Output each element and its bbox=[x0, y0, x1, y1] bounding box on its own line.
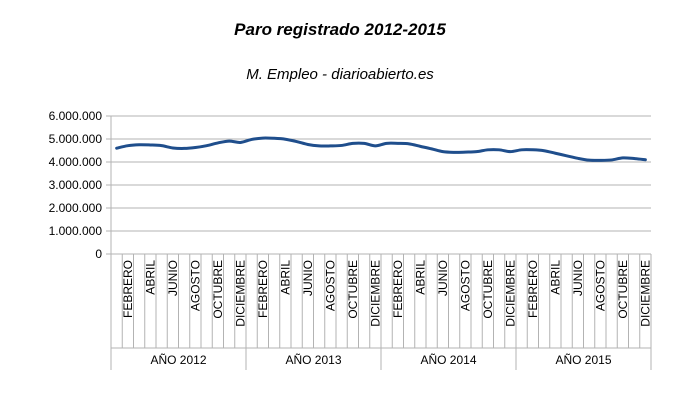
data-point bbox=[453, 151, 456, 154]
data-point bbox=[284, 138, 287, 141]
data-point bbox=[239, 141, 242, 144]
x-month-label: JUNIO bbox=[436, 260, 450, 296]
data-point bbox=[385, 142, 388, 145]
data-point bbox=[138, 143, 141, 146]
x-month-label: JUNIO bbox=[166, 260, 180, 296]
data-point bbox=[486, 148, 489, 151]
data-point bbox=[183, 147, 186, 150]
data-point bbox=[644, 158, 647, 161]
data-point bbox=[149, 144, 152, 146]
x-month-label: AGOSTO bbox=[593, 260, 607, 311]
data-point bbox=[475, 150, 478, 153]
data-point bbox=[576, 157, 579, 160]
data-point bbox=[554, 152, 557, 155]
data-point bbox=[565, 154, 568, 157]
data-point bbox=[610, 159, 613, 161]
x-month-label: DICIEMBRE bbox=[638, 260, 652, 327]
y-tick-label: 4.000.000 bbox=[49, 155, 103, 169]
gridlines bbox=[106, 115, 651, 255]
x-month-label: ABRIL bbox=[413, 260, 427, 295]
data-point bbox=[621, 156, 624, 159]
x-year-label: AÑO 2012 bbox=[150, 353, 206, 367]
x-month-label: JUNIO bbox=[301, 260, 315, 296]
x-year-label: AÑO 2013 bbox=[285, 353, 341, 367]
data-point bbox=[306, 143, 309, 146]
data-point bbox=[520, 148, 523, 151]
x-month-label: OCTUBRE bbox=[481, 260, 495, 319]
data-point bbox=[295, 140, 298, 143]
x-month-label: DICIEMBRE bbox=[233, 260, 247, 327]
x-axis-labels: FEBRERO ABRIL JUNIO AGOSTO OCTUBRE DICIEMBRE A… bbox=[121, 260, 653, 367]
chart-title: Paro registrado 2012-2015 bbox=[234, 20, 446, 39]
y-tick-label: 3.000.000 bbox=[49, 178, 103, 192]
data-point bbox=[419, 145, 422, 148]
data-point bbox=[430, 147, 433, 150]
data-point bbox=[194, 146, 197, 149]
x-month-label: FEBRERO bbox=[391, 260, 405, 318]
x-month-label: FEBRERO bbox=[121, 260, 135, 318]
data-point bbox=[633, 157, 636, 160]
x-month-label: ABRIL bbox=[278, 260, 292, 295]
axes bbox=[110, 116, 652, 370]
x-month-label: AGOSTO bbox=[188, 260, 202, 311]
chart-subtitle: M. Empleo - diarioabierto.es bbox=[246, 66, 434, 83]
y-tick-label: 6.000.000 bbox=[49, 109, 103, 123]
x-month-label: AGOSTO bbox=[323, 260, 337, 311]
data-point bbox=[261, 137, 264, 139]
data-point bbox=[408, 142, 411, 145]
x-month-label: JUNIO bbox=[571, 260, 585, 296]
x-month-label: DICIEMBRE bbox=[503, 260, 517, 327]
data-point bbox=[171, 147, 174, 149]
x-month-label: ABRIL bbox=[548, 260, 562, 295]
x-month-label: OCTUBRE bbox=[616, 260, 630, 319]
data-point bbox=[464, 151, 467, 154]
data-point bbox=[588, 159, 591, 162]
data-point bbox=[531, 148, 534, 151]
x-year-label: AÑO 2015 bbox=[555, 353, 611, 367]
data-point bbox=[250, 138, 253, 141]
data-point bbox=[228, 140, 231, 142]
x-month-label: AGOSTO bbox=[458, 260, 472, 311]
series bbox=[115, 136, 647, 162]
x-month-label: ABRIL bbox=[143, 260, 157, 295]
x-month-label: FEBRERO bbox=[526, 260, 540, 318]
data-point bbox=[115, 147, 118, 150]
y-tick-label: 2.000.000 bbox=[49, 201, 103, 215]
data-point bbox=[363, 142, 366, 145]
data-point bbox=[543, 149, 546, 152]
data-point bbox=[329, 145, 332, 147]
data-point bbox=[351, 142, 354, 145]
y-tick-label: 5.000.000 bbox=[49, 132, 103, 146]
data-point bbox=[340, 144, 343, 147]
data-point bbox=[498, 148, 501, 151]
data-point bbox=[374, 145, 377, 147]
y-axis-ticks: 6.000.000 5.000.000 4.000.000 3.000.000 2.00… bbox=[49, 109, 103, 261]
x-year-label: AÑO 2014 bbox=[420, 353, 476, 367]
data-point bbox=[126, 144, 129, 147]
x-month-label: OCTUBRE bbox=[211, 260, 225, 319]
series-line bbox=[115, 136, 647, 162]
data-point bbox=[599, 159, 602, 162]
x-month-label: OCTUBRE bbox=[346, 260, 360, 319]
data-point bbox=[160, 144, 163, 147]
data-point bbox=[205, 144, 208, 147]
data-point bbox=[396, 142, 399, 145]
y-tick-label: 0 bbox=[95, 247, 102, 261]
data-point bbox=[216, 142, 219, 144]
data-point bbox=[273, 137, 276, 140]
data-point bbox=[509, 150, 512, 153]
x-month-label: FEBRERO bbox=[256, 260, 270, 318]
data-point bbox=[318, 145, 321, 147]
data-point bbox=[441, 150, 444, 153]
y-tick-label: 1.000.000 bbox=[49, 224, 103, 238]
x-month-label: DICIEMBRE bbox=[368, 260, 382, 327]
